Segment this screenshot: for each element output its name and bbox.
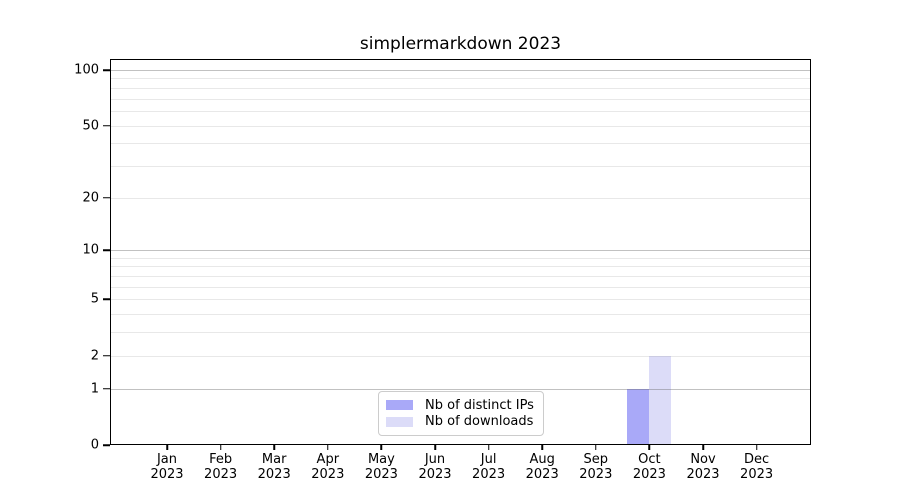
x-axis-tick xyxy=(487,445,490,450)
y-axis-tick xyxy=(103,249,110,251)
minor-gridline xyxy=(110,197,811,199)
x-tick-month: Sep xyxy=(583,452,609,467)
y-tick-label: 1 xyxy=(90,381,99,397)
x-tick-label: Aug 2023 xyxy=(514,452,570,482)
bar-nb-of-distinct-ips xyxy=(627,388,650,445)
x-axis-tick xyxy=(327,445,329,450)
x-tick-label: Dec 2023 xyxy=(729,452,785,482)
y-tick-label: 10 xyxy=(82,242,99,258)
minor-gridline xyxy=(110,143,811,145)
x-tick-label: Jul 2023 xyxy=(461,452,517,482)
y-axis-tick xyxy=(103,354,110,357)
x-tick-month: May xyxy=(367,452,395,467)
minor-gridline xyxy=(110,355,811,357)
x-axis-tick xyxy=(595,445,597,450)
y-axis-tick xyxy=(103,196,110,199)
minor-gridline xyxy=(110,125,811,127)
legend-label-distinct-ips: Nb of distinct IPs xyxy=(425,397,534,413)
minor-gridline xyxy=(110,332,811,334)
x-axis-tick xyxy=(219,445,222,450)
x-tick-year: 2023 xyxy=(257,467,291,482)
x-tick-month: Aug xyxy=(529,452,555,467)
x-axis-tick xyxy=(755,445,758,450)
y-axis-tick xyxy=(103,69,110,71)
minor-gridline xyxy=(110,286,811,288)
y-tick-label: 0 xyxy=(90,437,99,453)
major-gridline xyxy=(110,70,811,71)
x-tick-month: Jul xyxy=(480,452,497,467)
x-tick-year: 2023 xyxy=(525,467,559,482)
x-tick-label: May 2023 xyxy=(353,452,409,482)
x-axis-tick xyxy=(702,445,704,450)
minor-gridline xyxy=(110,98,811,100)
minor-gridline xyxy=(110,314,811,316)
minor-gridline xyxy=(110,276,811,278)
x-tick-year: 2023 xyxy=(740,467,774,482)
x-tick-month: Jan xyxy=(156,452,178,467)
legend-swatch-distinct-ips xyxy=(386,400,413,411)
x-axis-tick xyxy=(541,445,543,450)
x-tick-year: 2023 xyxy=(204,467,238,482)
x-axis-tick xyxy=(166,445,168,450)
minor-gridline xyxy=(110,78,811,80)
x-tick-month: Dec xyxy=(744,452,770,467)
y-tick-label: 20 xyxy=(82,190,99,206)
x-tick-year: 2023 xyxy=(579,467,613,482)
major-gridline xyxy=(110,388,811,390)
minor-gridline xyxy=(110,110,811,112)
x-tick-month: Oct xyxy=(638,452,661,467)
x-tick-year: 2023 xyxy=(686,467,720,482)
major-gridline xyxy=(110,250,811,252)
y-axis-tick xyxy=(103,124,110,127)
minor-gridline xyxy=(110,165,811,167)
x-tick-label: Feb 2023 xyxy=(193,452,249,482)
x-tick-year: 2023 xyxy=(150,467,184,482)
x-axis-tick xyxy=(648,445,651,450)
x-tick-label: Jun 2023 xyxy=(407,452,463,482)
y-tick-label: 2 xyxy=(90,348,99,364)
x-tick-month: Apr xyxy=(316,452,340,467)
x-tick-label: Mar 2023 xyxy=(246,452,302,482)
y-axis-tick xyxy=(103,298,110,301)
bar-nb-of-downloads xyxy=(649,355,672,445)
x-tick-year: 2023 xyxy=(418,467,452,482)
legend-item-distinct-ips: Nb of distinct IPs xyxy=(386,399,535,412)
legend: Nb of distinct IPs Nb of downloads xyxy=(378,391,544,436)
x-axis-tick xyxy=(273,445,275,450)
x-tick-month: Mar xyxy=(261,452,287,467)
y-tick-label: 100 xyxy=(74,62,99,78)
plot-area: Nb of distinct IPs Nb of downloads xyxy=(110,59,811,445)
minor-gridline xyxy=(110,87,811,89)
x-tick-label: Oct 2023 xyxy=(621,452,677,482)
legend-item-downloads: Nb of downloads xyxy=(386,415,535,428)
x-tick-label: Jan 2023 xyxy=(139,452,195,482)
plot-border xyxy=(110,59,811,445)
chart-title: simplermarkdown 2023 xyxy=(359,34,562,54)
x-tick-month: Jun xyxy=(424,452,446,467)
x-tick-year: 2023 xyxy=(632,467,666,482)
x-tick-label: Nov 2023 xyxy=(675,452,731,482)
minor-gridline xyxy=(110,299,811,301)
y-tick-label: 5 xyxy=(90,291,99,307)
legend-label-downloads: Nb of downloads xyxy=(425,414,534,430)
x-axis-tick xyxy=(380,445,383,450)
x-tick-label: Sep 2023 xyxy=(568,452,624,482)
y-axis-tick xyxy=(103,444,110,446)
legend-swatch-downloads xyxy=(386,416,413,427)
x-tick-year: 2023 xyxy=(311,467,345,482)
x-tick-year: 2023 xyxy=(472,467,506,482)
y-tick-label: 50 xyxy=(82,118,99,134)
x-tick-month: Nov xyxy=(690,452,716,467)
minor-gridline xyxy=(110,266,811,268)
x-axis-tick xyxy=(434,445,436,450)
x-tick-label: Apr 2023 xyxy=(300,452,356,482)
minor-gridline xyxy=(110,257,811,259)
x-tick-month: Feb xyxy=(209,452,233,467)
y-axis-tick xyxy=(103,387,110,390)
x-tick-year: 2023 xyxy=(364,467,398,482)
